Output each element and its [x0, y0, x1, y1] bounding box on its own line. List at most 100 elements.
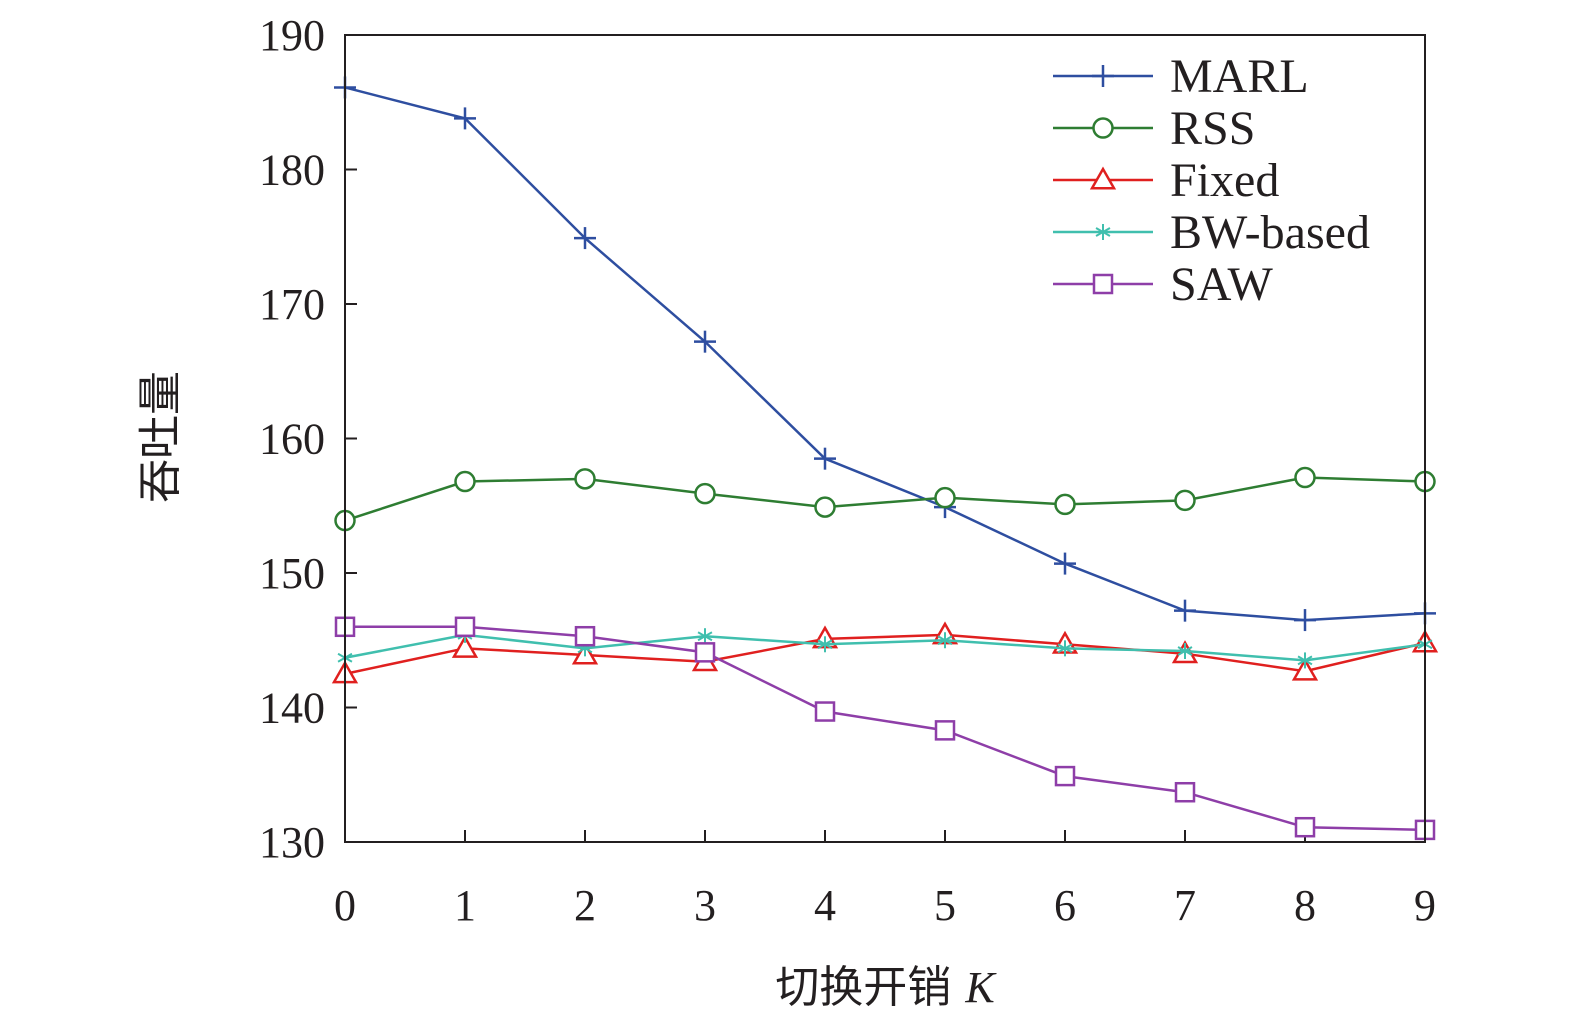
marker-stroke — [817, 639, 833, 650]
y-tick-label: 140 — [259, 684, 325, 733]
y-tick-label: 130 — [259, 818, 325, 867]
marker-shape — [934, 486, 956, 509]
data-point-rss — [454, 470, 476, 493]
data-point-marl — [814, 447, 836, 470]
ticks-layer: 130 140 150 160 170 180 190 0 1 2 3 4 5 6 7 8 9 — [259, 11, 1436, 930]
data-point-marl — [694, 330, 716, 353]
x-tick-label: 9 — [1414, 881, 1436, 930]
marker-shape — [934, 720, 956, 741]
data-point-marl — [1294, 609, 1316, 632]
series-layer — [331, 76, 1439, 841]
marker-shape — [1054, 493, 1076, 516]
marker-shape — [574, 468, 596, 490]
legend-label: RSS — [1170, 102, 1255, 155]
marker-shape — [814, 496, 836, 518]
marker-shape — [1092, 273, 1114, 295]
data-point-saw — [574, 625, 596, 647]
x-tick-label: 5 — [934, 881, 956, 930]
series-fixed — [331, 621, 1439, 684]
series-line-rss — [344, 476, 1426, 522]
marker-shape — [454, 616, 476, 638]
series-bw-based — [337, 626, 1433, 669]
data-point-rss — [934, 486, 956, 509]
legend-marker — [1092, 273, 1114, 295]
data-point-saw — [1294, 816, 1316, 838]
legend-label: SAW — [1170, 258, 1274, 311]
x-tick-label: 0 — [334, 881, 356, 930]
data-point-saw — [1054, 765, 1076, 787]
data-point-rss — [694, 482, 716, 505]
marker-stroke — [697, 631, 713, 642]
x-tick-label: 6 — [1054, 881, 1076, 930]
y-tick-label: 190 — [259, 11, 325, 60]
data-point-bw-based — [937, 632, 953, 649]
data-point-bw-based — [697, 628, 713, 645]
series-line-marl — [344, 86, 1426, 622]
legend-marker — [1092, 117, 1114, 139]
y-tick-label: 170 — [259, 280, 325, 329]
marker-shape — [814, 701, 836, 722]
data-point-saw — [454, 616, 476, 638]
data-point-rss — [1054, 493, 1076, 516]
legend-item-bw-based: BW-based — [1053, 206, 1370, 259]
y-axis-title: 吞吐量 — [135, 371, 186, 503]
x-tick-label: 1 — [454, 881, 476, 930]
marker-shape — [694, 642, 716, 663]
marker-stroke — [1177, 646, 1193, 656]
x-axis-title: 切换开销 K — [775, 962, 997, 1013]
data-point-rss — [1294, 466, 1316, 489]
marker-shape — [1174, 781, 1196, 803]
marker-shape — [1089, 166, 1117, 190]
legend-item-fixed: Fixed — [1053, 154, 1279, 207]
marker-shape — [1291, 657, 1319, 681]
marker-stroke — [1095, 227, 1111, 237]
series-line-bw-based — [344, 633, 1426, 662]
data-point-fixed — [451, 634, 479, 658]
legend-label: BW-based — [1170, 206, 1370, 259]
marker-stroke — [1057, 643, 1073, 654]
data-point-rss — [1174, 489, 1196, 512]
marker-shape — [1294, 816, 1316, 838]
data-point-rss — [574, 468, 596, 490]
marker-stroke — [1297, 655, 1313, 666]
legend-marker — [1089, 166, 1117, 190]
data-point-marl — [1174, 599, 1196, 622]
data-point-saw — [814, 701, 836, 722]
y-tick-label: 150 — [259, 549, 325, 598]
data-point-saw — [934, 720, 956, 741]
data-point-bw-based — [1177, 643, 1193, 660]
marker-shape — [1092, 117, 1114, 139]
data-point-bw-based — [1297, 652, 1313, 669]
marker-shape — [694, 482, 716, 505]
data-point-marl — [454, 107, 476, 130]
series-rss — [334, 466, 1436, 532]
data-point-bw-based — [817, 636, 833, 653]
marker-shape — [1054, 765, 1076, 787]
data-point-fixed — [1291, 657, 1319, 681]
marker-shape — [1174, 489, 1196, 512]
data-point-saw — [1174, 781, 1196, 803]
data-point-marl — [574, 227, 596, 250]
marker-shape — [454, 470, 476, 493]
series-line-saw — [345, 625, 1426, 832]
marker-shape — [451, 634, 479, 658]
x-tick-label: 4 — [814, 881, 836, 930]
legend-label: MARL — [1170, 50, 1309, 103]
data-point-bw-based — [1057, 640, 1073, 657]
marker-stroke — [937, 635, 953, 646]
data-point-marl — [1054, 552, 1076, 575]
plot-area-frame — [344, 34, 1426, 843]
y-tick-label: 180 — [259, 146, 325, 195]
y-tick-label: 160 — [259, 415, 325, 464]
legend-item-marl: MARL — [1053, 50, 1309, 103]
series-line-fixed — [344, 633, 1426, 676]
data-point-rss — [814, 496, 836, 518]
x-tick-label: 7 — [1174, 881, 1196, 930]
marker-shape — [1294, 466, 1316, 489]
x-tick-label: 3 — [694, 881, 716, 930]
data-point-saw — [694, 642, 716, 663]
x-tick-label: 2 — [574, 881, 596, 930]
legend-item-saw: SAW — [1053, 258, 1274, 311]
